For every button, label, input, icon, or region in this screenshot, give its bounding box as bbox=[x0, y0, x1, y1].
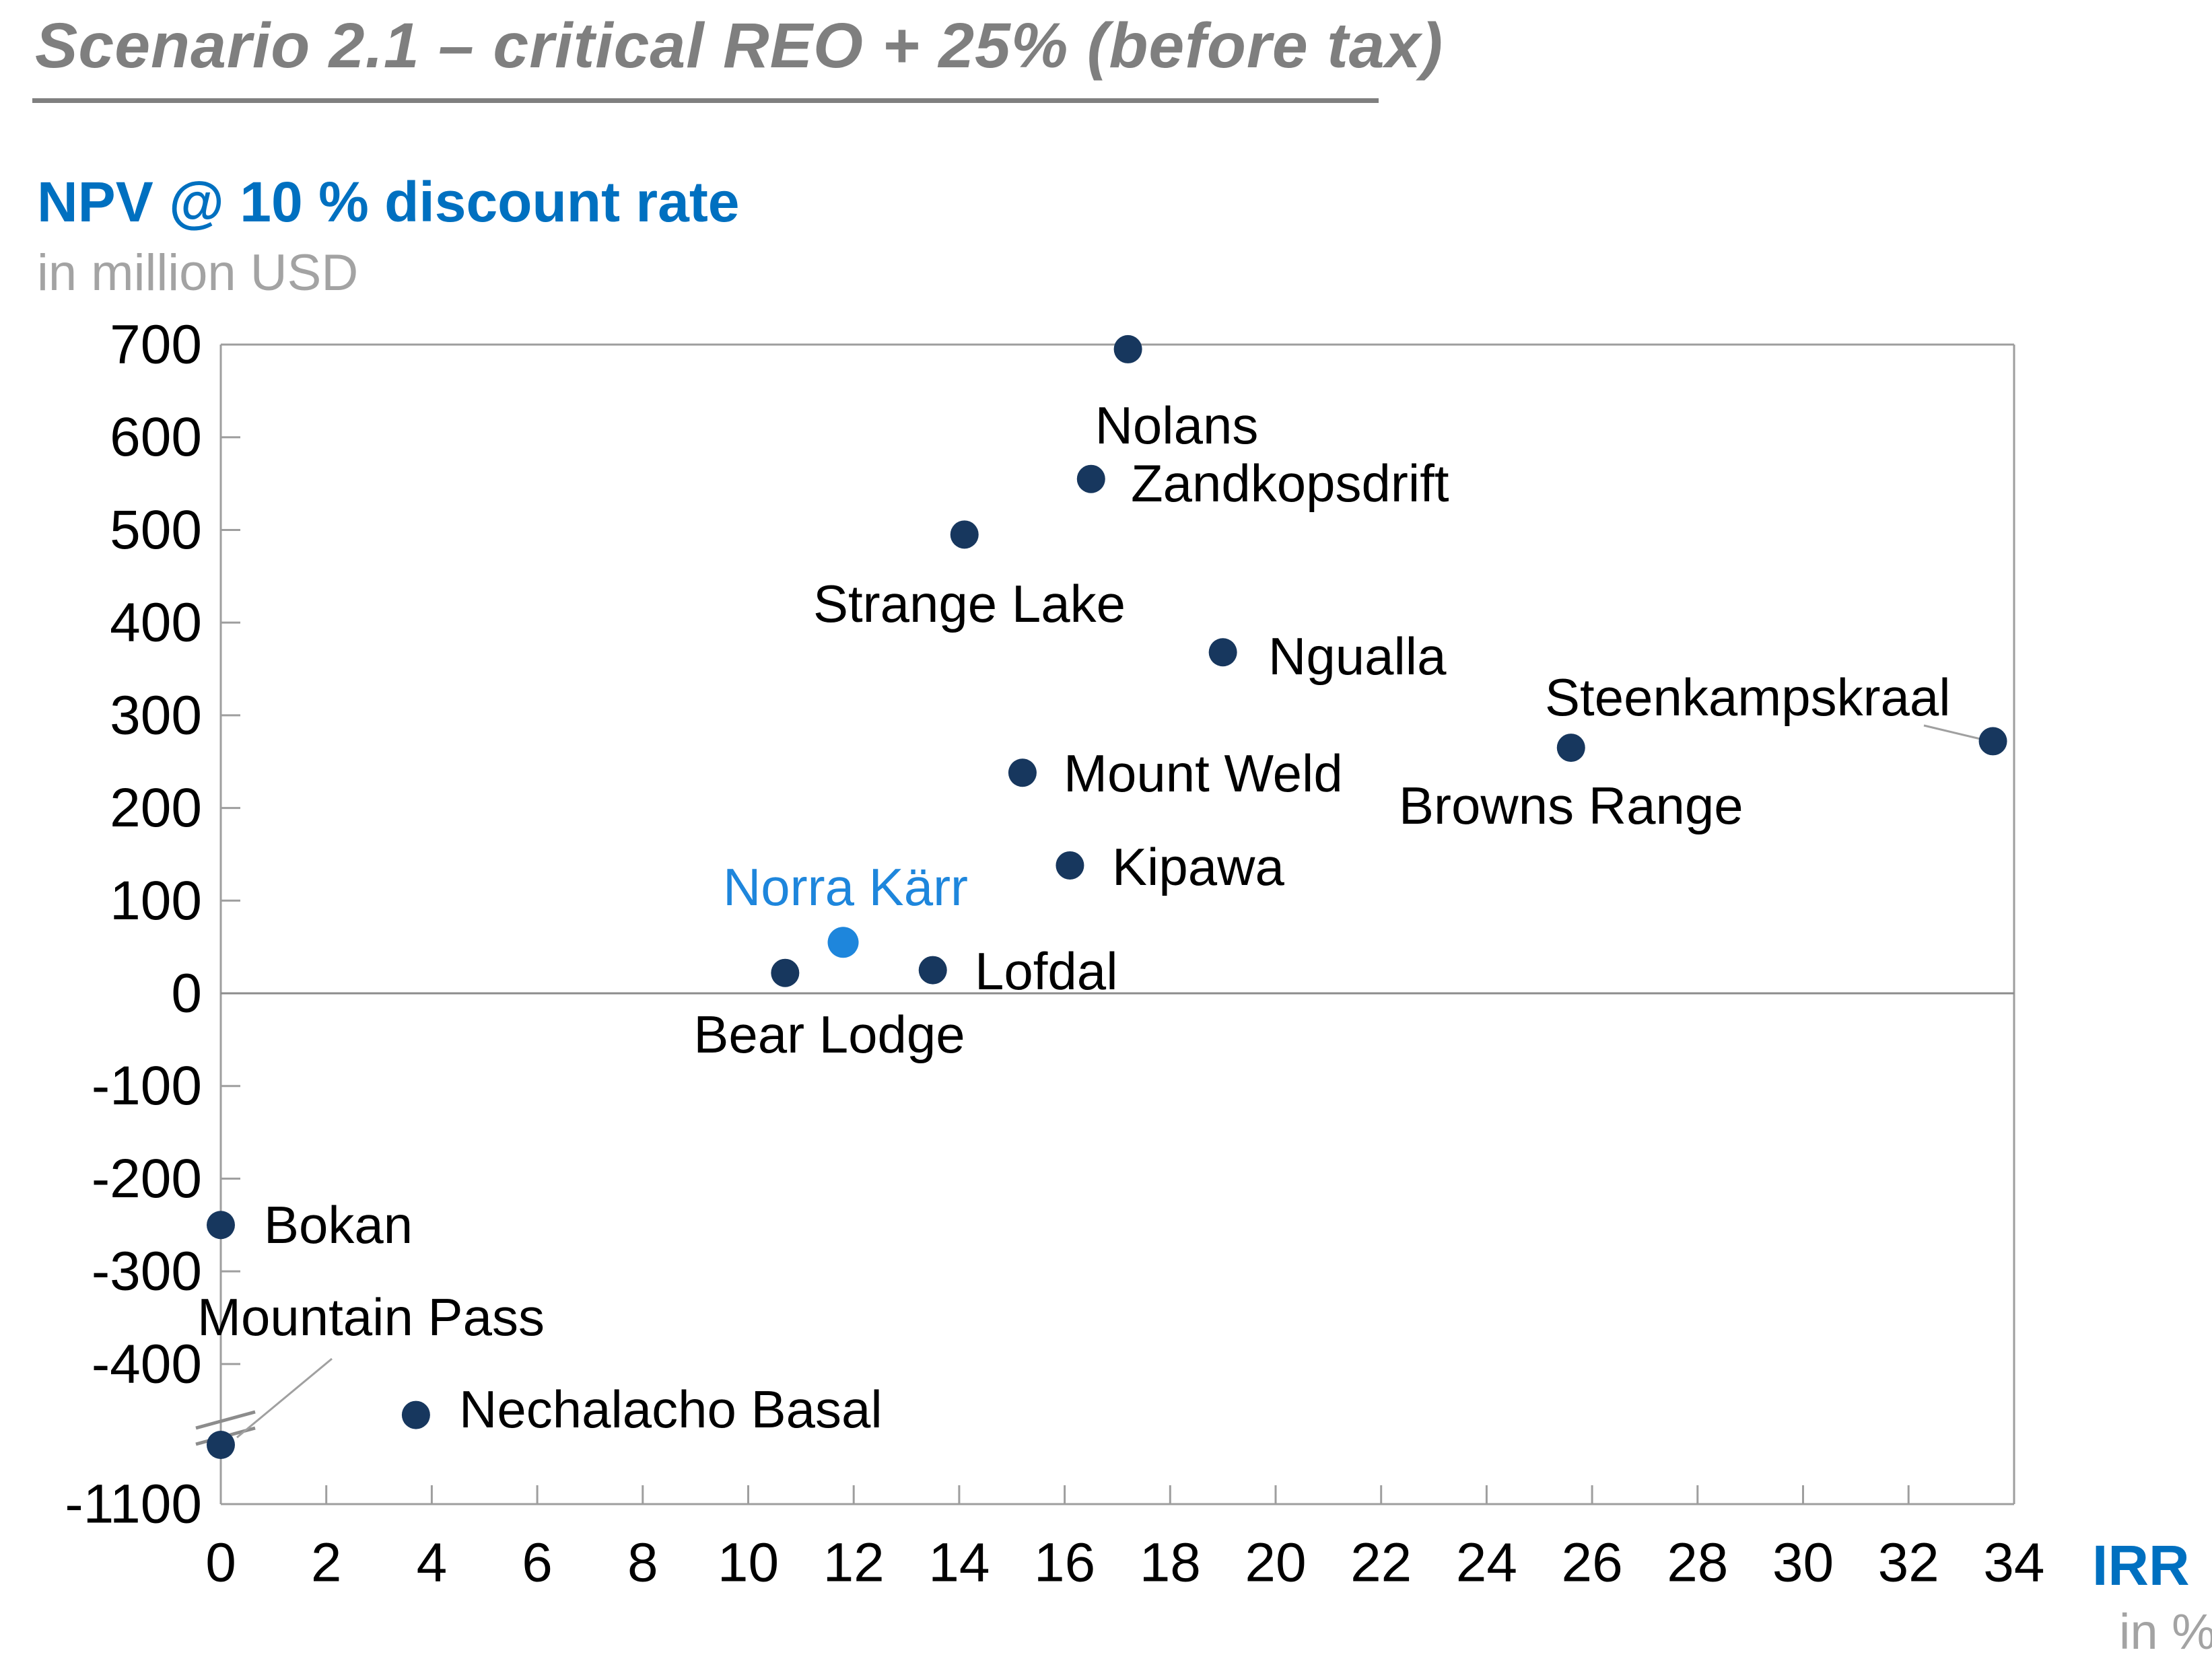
data-point-label-lofdal: Lofdal bbox=[975, 941, 1118, 1001]
y-tick-label: 200 bbox=[110, 777, 202, 839]
x-tick-label: 16 bbox=[1034, 1532, 1095, 1594]
x-tick-label: 20 bbox=[1245, 1532, 1306, 1594]
y-tick-label: 500 bbox=[110, 499, 202, 561]
data-point-label-mount-weld: Mount Weld bbox=[1064, 744, 1343, 803]
y-tick-label: -100 bbox=[92, 1055, 202, 1116]
y-tick-label: 700 bbox=[110, 314, 202, 376]
y-tick-label: 100 bbox=[110, 870, 202, 931]
data-point-dot-bear-lodge bbox=[771, 958, 800, 987]
data-point-dot-lofdal bbox=[918, 956, 947, 985]
x-tick-label: 18 bbox=[1140, 1532, 1201, 1594]
x-tick-label: 6 bbox=[522, 1532, 553, 1594]
data-point-label-mountain-pass: Mountain Pass bbox=[197, 1287, 545, 1347]
y-tick-label: -200 bbox=[92, 1148, 202, 1209]
y-tick-label: -1100 bbox=[65, 1474, 202, 1535]
y-axis-title: NPV @ 10 % discount rate bbox=[37, 170, 740, 234]
data-point-label-nechalacho-basal: Nechalacho Basal bbox=[459, 1380, 883, 1439]
data-point-label-nolans: Nolans bbox=[1095, 396, 1259, 455]
data-point-dot-mountain-pass bbox=[207, 1431, 235, 1459]
x-tick-label: 22 bbox=[1350, 1532, 1412, 1594]
x-tick-label: 34 bbox=[1983, 1532, 2044, 1594]
y-tick-label: -300 bbox=[92, 1241, 202, 1302]
data-point-label-zandkopsdrift: Zandkopsdrift bbox=[1131, 454, 1449, 513]
x-axis-subtitle: in % bbox=[2119, 1604, 2212, 1660]
y-tick-label: 300 bbox=[110, 684, 202, 746]
data-point-dot-nechalacho-basal bbox=[401, 1400, 430, 1429]
data-point-dot-ngualla bbox=[1208, 638, 1237, 667]
x-tick-label: 2 bbox=[311, 1532, 342, 1594]
data-point-dot-norra-karr bbox=[827, 927, 859, 958]
axis-break-mark bbox=[195, 1410, 256, 1430]
x-tick-label: 0 bbox=[205, 1532, 236, 1594]
y-tick-label: -400 bbox=[92, 1333, 202, 1394]
x-tick-label: 32 bbox=[1878, 1532, 1939, 1594]
data-point-label-norra-karr: Norra Kärr bbox=[723, 857, 968, 917]
data-point-dot-nolans bbox=[1113, 334, 1142, 363]
data-point-label-kipawa: Kipawa bbox=[1112, 837, 1284, 896]
data-point-dot-strange-lake bbox=[950, 520, 979, 549]
data-point-dot-zandkopsdrift bbox=[1076, 464, 1105, 493]
y-tick-label: 400 bbox=[110, 592, 202, 653]
page-title: Scenario 2.1 – critical REO + 25% (befor… bbox=[35, 10, 1444, 81]
data-point-dot-kipawa bbox=[1056, 851, 1084, 880]
data-point-dot-mount-weld bbox=[1008, 758, 1037, 787]
x-tick-label: 26 bbox=[1561, 1532, 1622, 1594]
data-point-dot-steenkampskraal bbox=[1978, 727, 2007, 756]
x-axis-title: IRR bbox=[2092, 1534, 2190, 1597]
y-tick-label: 600 bbox=[110, 406, 202, 468]
data-point-label-strange-lake: Strange Lake bbox=[813, 574, 1126, 633]
data-point-label-ngualla: Ngualla bbox=[1268, 627, 1447, 686]
data-point-dot-browns-range bbox=[1556, 734, 1585, 762]
title-underline bbox=[32, 98, 1379, 103]
leader-line-mountain-pass bbox=[236, 1357, 333, 1439]
data-point-label-bokan: Bokan bbox=[264, 1195, 413, 1254]
y-axis-subtitle: in million USD bbox=[37, 244, 359, 301]
data-point-dot-bokan bbox=[207, 1211, 235, 1240]
data-point-label-steenkampskraal: Steenkampskraal bbox=[1545, 668, 1951, 727]
data-point-label-bear-lodge: Bear Lodge bbox=[693, 1005, 965, 1064]
x-tick-label: 4 bbox=[417, 1532, 448, 1594]
x-tick-label: 28 bbox=[1667, 1532, 1728, 1594]
leader-line-steenkampskraal bbox=[1923, 724, 1984, 741]
x-tick-label: 30 bbox=[1772, 1532, 1834, 1594]
x-tick-label: 14 bbox=[928, 1532, 990, 1594]
x-tick-label: 10 bbox=[718, 1532, 779, 1594]
x-tick-label: 12 bbox=[823, 1532, 885, 1594]
x-tick-label: 24 bbox=[1456, 1532, 1517, 1594]
data-point-label-browns-range: Browns Range bbox=[1399, 776, 1743, 835]
y-tick-label: 0 bbox=[171, 963, 202, 1024]
x-tick-label: 8 bbox=[627, 1532, 658, 1594]
